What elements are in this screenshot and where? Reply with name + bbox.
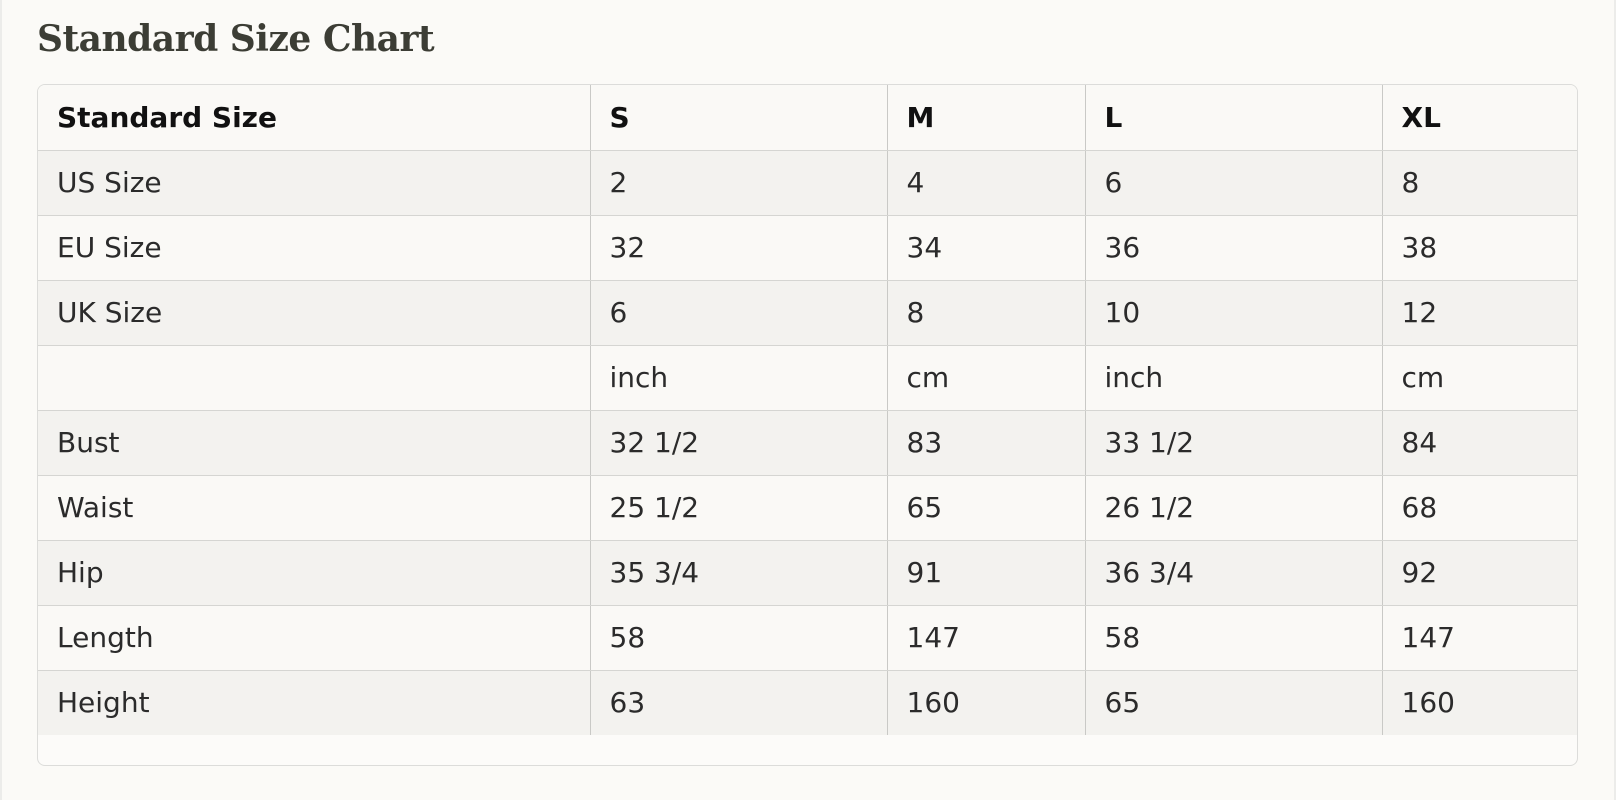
table-cell: 147 xyxy=(887,605,1086,671)
column-header-s: S xyxy=(590,85,888,151)
page-title: Standard Size Chart xyxy=(37,18,435,60)
table-cell: 10 xyxy=(1085,280,1383,346)
table-row-uk-size: UK Size 6 8 10 12 xyxy=(38,280,1577,346)
row-label xyxy=(38,345,591,411)
table-cell: 91 xyxy=(887,540,1086,606)
table-row-height: Height 63 160 65 160 xyxy=(38,670,1577,735)
table-cell: 65 xyxy=(1085,670,1383,735)
table-cell: 84 xyxy=(1382,410,1577,476)
table-row-hip: Hip 35 3/4 91 36 3/4 92 xyxy=(38,540,1577,606)
table-cell: 34 xyxy=(887,215,1086,281)
unit-cell: inch xyxy=(1085,345,1383,411)
row-label: Hip xyxy=(38,540,591,606)
table-cell: 160 xyxy=(1382,670,1577,735)
table-row-us-size: US Size 2 4 6 8 xyxy=(38,150,1577,216)
table-row-units: inch cm inch cm xyxy=(38,345,1577,411)
right-frame-edge xyxy=(1614,0,1616,800)
unit-cell: cm xyxy=(887,345,1086,411)
column-header-xl: XL xyxy=(1382,85,1577,151)
row-label: EU Size xyxy=(38,215,591,281)
table-cell: 63 xyxy=(590,670,888,735)
table-cell: 68 xyxy=(1382,475,1577,541)
table-cell: 36 xyxy=(1085,215,1383,281)
table-cell: 8 xyxy=(887,280,1086,346)
table-row-bust: Bust 32 1/2 83 33 1/2 84 xyxy=(38,410,1577,476)
table-row-eu-size: EU Size 32 34 36 38 xyxy=(38,215,1577,281)
table-cell: 58 xyxy=(590,605,888,671)
table-cell: 12 xyxy=(1382,280,1577,346)
table-cell: 4 xyxy=(887,150,1086,216)
table-cell: 2 xyxy=(590,150,888,216)
column-header-m: M xyxy=(887,85,1086,151)
table-cell: 147 xyxy=(1382,605,1577,671)
size-chart-card: Standard Size S M L XL US Size 2 4 6 8 E… xyxy=(37,84,1578,766)
table-cell: 65 xyxy=(887,475,1086,541)
table-cell: 36 3/4 xyxy=(1085,540,1383,606)
table-cell: 92 xyxy=(1382,540,1577,606)
row-label: Length xyxy=(38,605,591,671)
column-header-l: L xyxy=(1085,85,1383,151)
row-label: Waist xyxy=(38,475,591,541)
row-label: Bust xyxy=(38,410,591,476)
table-cell: 35 3/4 xyxy=(590,540,888,606)
table-cell: 33 1/2 xyxy=(1085,410,1383,476)
unit-cell: cm xyxy=(1382,345,1577,411)
column-header-standard-size: Standard Size xyxy=(38,85,591,151)
left-frame-edge xyxy=(0,0,2,800)
table-cell: 32 xyxy=(590,215,888,281)
table-cell: 160 xyxy=(887,670,1086,735)
table-cell: 26 1/2 xyxy=(1085,475,1383,541)
row-label: UK Size xyxy=(38,280,591,346)
table-header-row: Standard Size S M L XL xyxy=(38,85,1577,151)
table-cell: 25 1/2 xyxy=(590,475,888,541)
table-row-waist: Waist 25 1/2 65 26 1/2 68 xyxy=(38,475,1577,541)
size-chart-table: Standard Size S M L XL US Size 2 4 6 8 E… xyxy=(38,85,1577,735)
unit-cell: inch xyxy=(590,345,888,411)
table-cell: 6 xyxy=(590,280,888,346)
table-cell: 6 xyxy=(1085,150,1383,216)
table-row-length: Length 58 147 58 147 xyxy=(38,605,1577,671)
row-label: Height xyxy=(38,670,591,735)
table-cell: 58 xyxy=(1085,605,1383,671)
table-cell: 32 1/2 xyxy=(590,410,888,476)
row-label: US Size xyxy=(38,150,591,216)
table-cell: 8 xyxy=(1382,150,1577,216)
table-cell: 38 xyxy=(1382,215,1577,281)
table-cell: 83 xyxy=(887,410,1086,476)
